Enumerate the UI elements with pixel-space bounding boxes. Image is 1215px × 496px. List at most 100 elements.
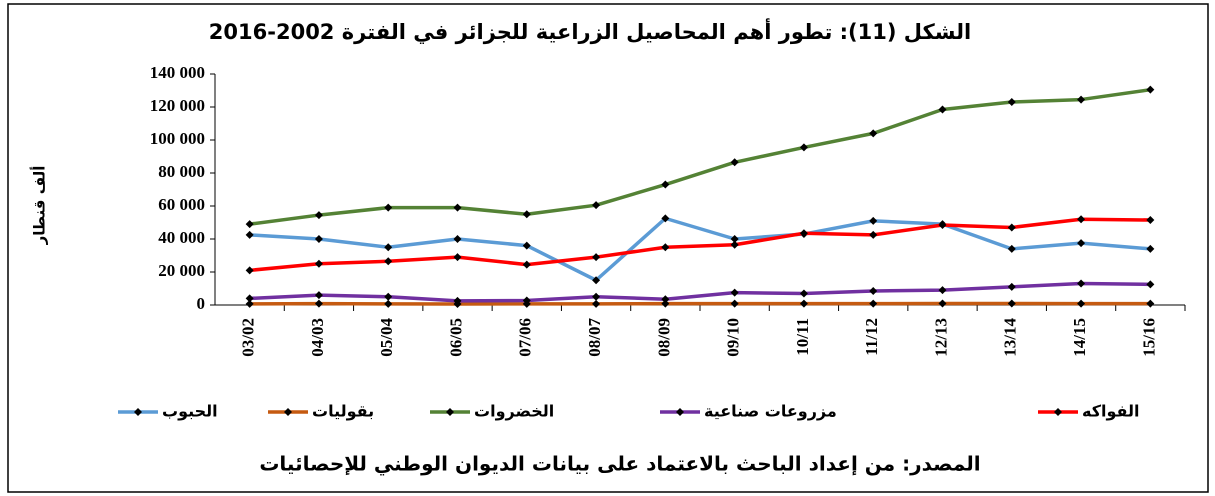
y-tick-label: 60 000 — [158, 195, 205, 214]
marker — [384, 257, 393, 266]
marker — [661, 295, 670, 304]
marker — [938, 105, 947, 114]
marker — [245, 294, 254, 303]
marker — [661, 214, 670, 223]
marker — [522, 210, 531, 219]
series-line — [249, 217, 1151, 273]
x-tick-label: 06/05 — [446, 318, 465, 357]
x-tick-label: 04/03 — [308, 318, 327, 357]
x-tick-label: 13/14 — [1001, 318, 1020, 357]
x-tick-label: 08/09 — [654, 318, 673, 357]
source-note: المصدر: من إعداد الباحث بالاعتماد على بي… — [259, 452, 980, 477]
marker — [1077, 95, 1086, 104]
marker — [1146, 244, 1155, 253]
legend-marker — [284, 408, 292, 416]
series-line — [249, 281, 1151, 303]
marker — [1007, 282, 1016, 291]
legend-label: الحبوب — [162, 402, 218, 421]
marker — [384, 243, 393, 252]
marker — [869, 129, 878, 138]
marker — [869, 216, 878, 225]
x-tick-label: 03/02 — [239, 318, 258, 357]
legend-marker — [134, 408, 142, 416]
marker — [799, 143, 808, 152]
marker — [1007, 98, 1016, 107]
marker — [522, 260, 531, 269]
y-axis-label: ألف قنطار — [30, 166, 49, 246]
y-tick-label: 40 000 — [158, 228, 205, 247]
legend-label: الخضروات — [474, 402, 554, 421]
legend-marker — [1054, 408, 1062, 416]
marker — [1077, 279, 1086, 288]
marker — [1007, 299, 1016, 308]
x-tick-label: 14/15 — [1070, 318, 1089, 357]
legend-label: بقوليات — [312, 402, 374, 421]
y-tick-label: 20 000 — [158, 261, 205, 280]
legend-label: الفواكه — [1082, 402, 1140, 421]
y-tick-label: 120 000 — [150, 96, 205, 115]
chart-title: الشكل (11): تطور أهم المحاصيل الزراعية ل… — [209, 17, 971, 44]
marker — [314, 259, 323, 268]
legend-marker — [676, 408, 684, 416]
x-tick-label: 07/06 — [516, 318, 535, 357]
marker — [1146, 85, 1155, 94]
marker — [799, 299, 808, 308]
marker — [1077, 299, 1086, 308]
x-tick-label: 12/13 — [931, 318, 950, 357]
marker — [453, 235, 462, 243]
marker — [384, 292, 393, 301]
marker — [869, 299, 878, 308]
marker — [453, 296, 462, 305]
marker — [938, 286, 947, 295]
marker — [730, 240, 739, 249]
x-tick-label: 11/12 — [862, 318, 881, 356]
marker — [522, 241, 531, 250]
marker — [730, 299, 739, 308]
marker — [384, 299, 393, 308]
y-tick-label: 80 000 — [158, 162, 205, 181]
marker — [314, 299, 323, 308]
marker — [522, 296, 531, 305]
marker — [1077, 239, 1086, 248]
y-tick-label: 100 000 — [150, 129, 205, 148]
marker — [314, 235, 323, 243]
marker — [661, 299, 670, 308]
marker — [1077, 215, 1086, 224]
series-line — [249, 87, 1151, 226]
marker — [592, 299, 601, 308]
marker — [799, 229, 808, 238]
marker — [1007, 223, 1016, 232]
marker — [245, 220, 254, 229]
marker — [869, 230, 878, 239]
marker — [1146, 299, 1155, 308]
marker — [245, 266, 254, 275]
y-tick-label: 0 — [197, 294, 206, 313]
legend-marker — [446, 408, 454, 416]
marker — [314, 291, 323, 300]
marker — [730, 235, 739, 243]
x-tick-label: 08/07 — [585, 318, 604, 357]
marker — [730, 158, 739, 167]
legend-label: مزروعات صناعية — [704, 402, 837, 421]
x-tick-label: 05/04 — [377, 318, 396, 357]
marker — [938, 220, 947, 229]
marker — [592, 276, 601, 285]
marker — [661, 180, 670, 189]
marker — [592, 253, 601, 262]
marker — [453, 203, 462, 212]
marker — [869, 286, 878, 295]
marker — [1146, 280, 1155, 289]
marker — [799, 289, 808, 298]
marker — [453, 253, 462, 262]
marker — [1146, 216, 1155, 225]
marker — [245, 230, 254, 239]
x-tick-label: 15/16 — [1139, 318, 1158, 357]
x-tick-label: 10/11 — [793, 318, 812, 356]
marker — [245, 299, 254, 308]
marker — [314, 211, 323, 220]
marker — [730, 288, 739, 297]
marker — [592, 292, 601, 301]
marker — [938, 299, 947, 308]
marker — [384, 203, 393, 212]
x-tick-label: 09/10 — [724, 318, 743, 357]
